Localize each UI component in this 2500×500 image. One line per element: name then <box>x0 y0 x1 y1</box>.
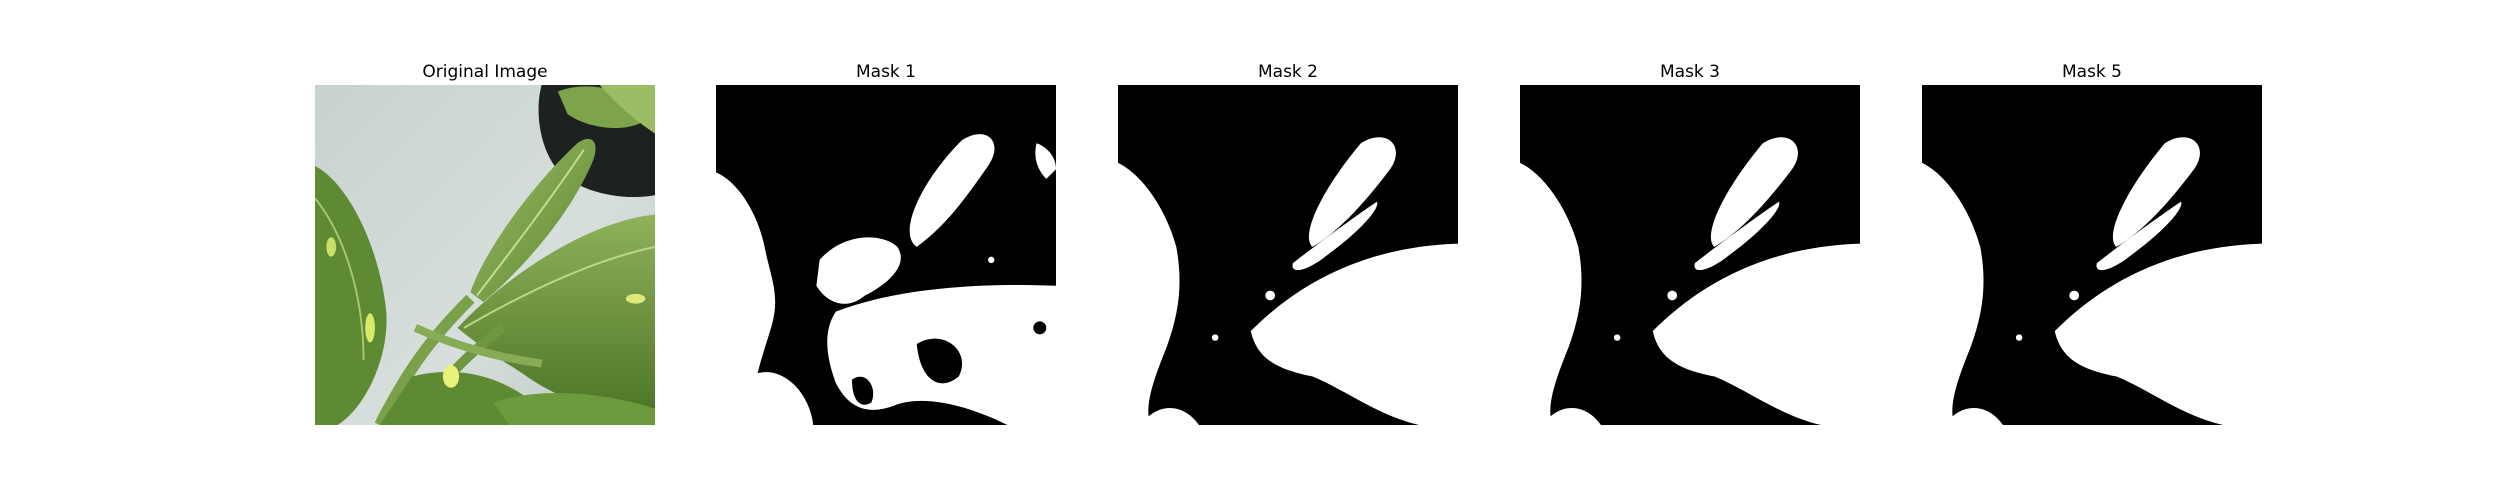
panel-title: Original Image <box>422 62 548 82</box>
panel-title: Mask 2 <box>1257 62 1318 82</box>
mask-2-image <box>1118 85 1458 425</box>
panel-title: Mask 3 <box>1659 62 1720 82</box>
mask-1-image <box>716 85 1056 425</box>
mask-2-panel: Mask 2 <box>1118 60 1458 425</box>
panel-title: Mask 1 <box>855 62 916 82</box>
original-plant-photo <box>315 85 655 425</box>
mask-5-image <box>1922 85 2262 425</box>
mask-3-panel: Mask 3 <box>1520 60 1860 425</box>
mask-5-panel: Mask 5 <box>1922 60 2262 425</box>
original-image-panel: Original Image <box>315 60 655 425</box>
mask-1-panel: Mask 1 <box>716 60 1056 425</box>
panel-title: Mask 5 <box>2061 62 2122 82</box>
mask-3-image <box>1520 85 1860 425</box>
